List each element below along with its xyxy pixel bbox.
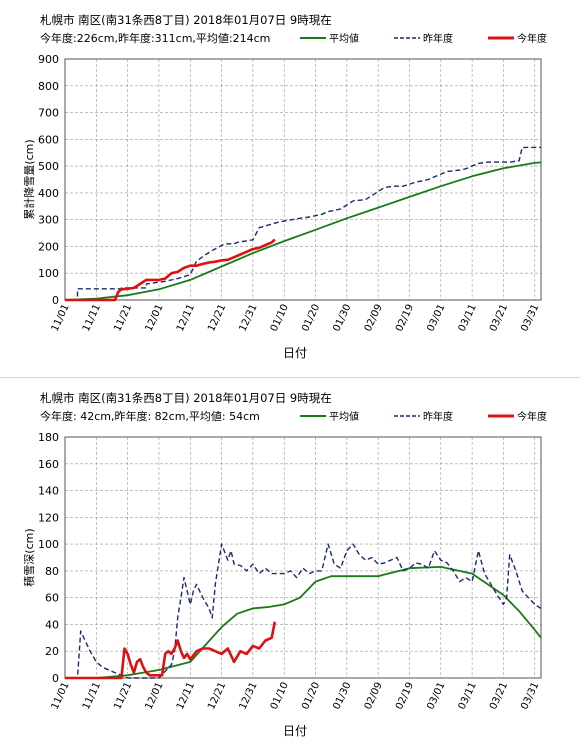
chart-summary: 今年度: 42cm,昨年度: 82cm,平均値: 54cm	[40, 410, 260, 423]
x-tick-label: 02/09	[363, 303, 385, 334]
legend-item-this-year: 今年度	[488, 408, 547, 423]
y-tick-label: 40	[45, 618, 59, 631]
y-tick-label: 140	[38, 485, 59, 498]
x-tick-label: 12/01	[144, 303, 166, 334]
y-tick-label: 160	[38, 458, 59, 471]
snow-depth-chart: 0 20 40 60 80 100 120 140 160 180 11/01 11/11 11/21 1…	[22, 431, 542, 738]
grid-lines	[64, 436, 541, 679]
legend-swatch-last-year	[394, 36, 420, 39]
y-tick-label: 500	[38, 160, 59, 173]
y-tick-label: 100	[38, 538, 59, 551]
x-tick-label: 02/19	[394, 303, 416, 334]
y-tick-label: 20	[45, 645, 59, 658]
x-axis-label: 日付	[283, 724, 307, 738]
series-line-last-year	[65, 146, 541, 301]
x-tick-label: 03/21	[488, 303, 510, 334]
x-tick-label: 12/31	[237, 303, 259, 334]
x-tick-label: 03/21	[488, 681, 510, 712]
series-line-this-year	[65, 238, 276, 302]
x-tick-label: 11/21	[112, 681, 134, 712]
plot-frame	[64, 58, 542, 301]
y-tick-label: 0	[52, 672, 59, 685]
series-line-last-year	[65, 543, 542, 679]
x-tick-label: 12/11	[175, 681, 197, 712]
y-tick-label: 300	[38, 214, 59, 227]
series-line-average	[64, 161, 542, 301]
x-tick-label: 03/31	[519, 303, 541, 334]
legend-label-this-year: 今年度	[517, 34, 547, 45]
y-tick-label: 200	[38, 240, 59, 253]
x-tick-label: 03/01	[425, 681, 447, 712]
legend-label-this-year: 今年度	[517, 412, 547, 423]
y-tick-label: 120	[38, 511, 59, 524]
legend-item-average: 平均値	[300, 408, 359, 423]
x-tick-label: 01/30	[331, 681, 353, 712]
x-tick-label: 11/11	[81, 681, 103, 712]
cumulative-snowfall-panel: 札幌市 南区(南31条西8丁目) 2018年01月07日 9時現在 今年度:22…	[22, 13, 547, 360]
legend-label-last-year: 昨年度	[423, 34, 453, 45]
legend-label-average: 平均値	[329, 412, 359, 423]
legend-swatch-last-year	[394, 414, 420, 417]
y-tick-label: 700	[38, 107, 59, 120]
x-tick-label: 01/20	[300, 681, 322, 712]
x-tick-label: 01/30	[331, 303, 353, 334]
x-tick-label: 11/01	[50, 681, 72, 712]
legend-item-average: 平均値	[300, 30, 359, 45]
x-tick-label: 12/21	[206, 303, 228, 334]
y-tick-label: 400	[38, 187, 59, 200]
y-tick-label: 600	[38, 133, 59, 146]
panel-divider	[0, 377, 580, 378]
x-tick-label: 02/09	[363, 681, 385, 712]
x-tick-label: 03/11	[457, 681, 479, 712]
x-tick-label: 01/20	[300, 303, 322, 334]
x-tick-label: 02/19	[394, 681, 416, 712]
y-tick-label: 60	[45, 592, 59, 605]
y-tick-label: 0	[52, 294, 59, 307]
x-tick-label: 12/21	[206, 681, 228, 712]
x-tick-label: 12/11	[175, 303, 197, 334]
legend-label-average: 平均値	[329, 34, 359, 45]
y-tick-label: 900	[38, 53, 59, 66]
y-tick-label: 80	[45, 565, 59, 578]
x-tick-label: 03/01	[425, 303, 447, 334]
snow-depth-panel: 札幌市 南区(南31条西8丁目) 2018年01月07日 9時現在 今年度: 4…	[0, 378, 580, 756]
x-tick-label: 11/11	[81, 303, 103, 334]
y-tick-label: 800	[38, 80, 59, 93]
legend-item-last-year: 昨年度	[394, 408, 453, 423]
x-tick-label: 11/01	[50, 303, 72, 334]
legend-swatch-average	[300, 414, 326, 417]
legend-swatch-average	[300, 36, 326, 39]
x-tick-label: 12/01	[144, 681, 166, 712]
cumulative-snowfall-chart: 0 100 200 300 400 500 600 700 800 900 11/01 11/11 11…	[22, 53, 542, 360]
grid-lines	[64, 58, 541, 301]
x-tick-label: 03/11	[457, 303, 479, 334]
chart-summary: 今年度:226cm,昨年度:311cm,平均値:214cm	[40, 32, 271, 45]
y-axis-label: 累計降雪量(cm)	[22, 139, 36, 219]
legend-swatch-this-year	[488, 414, 514, 417]
x-tick-label: 12/31	[237, 681, 259, 712]
legend-swatch-this-year	[488, 36, 514, 39]
legend-item-this-year: 今年度	[488, 30, 547, 45]
x-tick-label: 01/10	[269, 681, 291, 712]
x-tick-label: 01/10	[269, 303, 291, 334]
chart-title: 札幌市 南区(南31条西8丁目) 2018年01月07日 9時現在	[40, 391, 332, 405]
series-line-this-year	[65, 621, 277, 680]
y-tick-label: 180	[38, 431, 59, 444]
chart-title: 札幌市 南区(南31条西8丁目) 2018年01月07日 9時現在	[40, 13, 332, 27]
legend-item-last-year: 昨年度	[394, 30, 453, 45]
plot-frame	[64, 436, 542, 679]
y-axis-label: 積雪深(cm)	[22, 528, 36, 586]
series-line-average	[65, 565, 542, 679]
legend-label-last-year: 昨年度	[423, 412, 453, 423]
x-tick-label: 03/31	[519, 681, 541, 712]
y-tick-label: 100	[38, 267, 59, 280]
x-tick-label: 11/21	[112, 303, 134, 334]
x-axis-label: 日付	[283, 346, 307, 360]
